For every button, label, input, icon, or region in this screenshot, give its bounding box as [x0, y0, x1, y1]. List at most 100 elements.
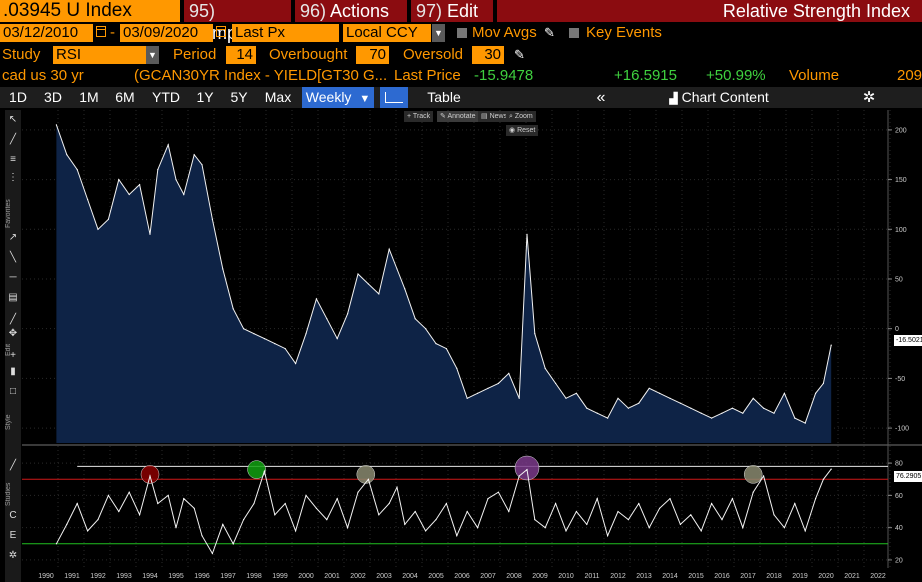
overbought-field[interactable]: 70	[356, 46, 389, 64]
rsi-data-point	[222, 523, 224, 526]
price-data-point	[274, 343, 276, 345]
settings-icon[interactable]: ✲	[8, 550, 18, 561]
fib-tool-icon[interactable]: ≡	[10, 154, 16, 165]
chart-toolbar: 1D 3D 1M 6M YTD 1Y 5Y Max Weekly ▼ Table…	[0, 87, 922, 108]
y-tick-label: 50	[895, 276, 903, 283]
price-data-point	[752, 397, 754, 399]
annotate-label: Annotate	[447, 113, 476, 120]
price-area-fill	[56, 124, 832, 444]
price-data-point	[183, 193, 185, 196]
line-tool-icon[interactable]: ╱	[9, 134, 17, 145]
reset-button[interactable]: ◉ Reset	[506, 125, 539, 136]
actions-menu[interactable]: 96) Actions ▼	[295, 0, 407, 39]
pencil-icon[interactable]: ✎	[544, 25, 555, 40]
y-tick-label: 150	[895, 177, 907, 184]
track-button[interactable]: + Track	[404, 111, 434, 122]
price-data-point	[648, 387, 650, 389]
collapse-icon[interactable]: «	[596, 89, 606, 106]
rsi-y-tick-label: 60	[895, 493, 903, 500]
rsi-data-point	[404, 523, 406, 526]
security-description: (GCAN30YR Index - YIELD[GT30 G...	[134, 67, 388, 84]
horizontal-line-icon[interactable]: ─	[9, 272, 17, 283]
ticker-input[interactable]: .03945 U Index	[0, 0, 180, 22]
mov-avgs-checkbox[interactable]	[457, 28, 467, 38]
annotate-button[interactable]: ✎ Annotate	[437, 111, 479, 122]
calendar-icon[interactable]	[96, 26, 106, 37]
rsi-data-point	[783, 527, 786, 529]
currency-select[interactable]: Local CCY	[343, 24, 431, 42]
oversold-field[interactable]: 30	[472, 46, 504, 64]
bars-tool-icon[interactable]: ▤	[8, 292, 18, 303]
edit-number: 97)	[416, 1, 443, 21]
rsi-data-point	[617, 510, 619, 513]
range-1d-button[interactable]: 1D	[9, 89, 27, 105]
calendar-icon[interactable]	[216, 26, 226, 37]
price-data-point	[669, 397, 671, 399]
rsi-data-point	[263, 470, 265, 472]
rsi-data-point	[336, 498, 338, 500]
rsi-data-point	[87, 530, 89, 532]
edit-label: Edit	[447, 1, 479, 21]
rsi-data-point	[731, 498, 734, 500]
price-data-point	[690, 407, 692, 409]
table-button[interactable]: Table	[427, 89, 461, 105]
range-ytd-button[interactable]: YTD	[152, 89, 180, 105]
x-tick-label: 2001	[324, 573, 340, 580]
dropdown-arrow-icon[interactable]: ▼	[432, 24, 445, 42]
edit-menu[interactable]: 97) Edit ▼	[411, 0, 493, 39]
cursor-icon[interactable]: ↖	[8, 114, 18, 125]
period-field[interactable]: 14	[226, 46, 256, 64]
price-field-select[interactable]: Last Px	[232, 24, 339, 42]
shape-tool-icon[interactable]: □	[9, 386, 17, 397]
price-data-point	[157, 169, 159, 171]
start-date-field[interactable]: 03/12/2010	[0, 24, 93, 42]
price-data-point	[326, 318, 328, 320]
gear-icon[interactable]: ✲	[862, 89, 876, 106]
range-3d-button[interactable]: 3D	[44, 89, 62, 105]
study-select[interactable]: RSI	[53, 46, 147, 64]
ray-tool-icon[interactable]: ╲	[9, 252, 17, 263]
range-5y-button[interactable]: 5Y	[230, 89, 248, 105]
price-data-point	[518, 397, 520, 399]
range-1y-button[interactable]: 1Y	[196, 89, 214, 105]
x-tick-label: 1992	[90, 573, 106, 580]
pencil-icon[interactable]: ✎	[514, 47, 525, 62]
rsi-data-point	[773, 514, 775, 516]
study-e-icon[interactable]: E	[9, 530, 17, 541]
range-6m-button[interactable]: 6M	[115, 89, 135, 105]
compare-number: 95)	[189, 1, 216, 21]
drawing-toolbar: ↖ ╱ ≡ ⋮ Favorites ↗ ╲ ─ ▤ ╱ Edit ✥ + ▮ □…	[5, 110, 21, 582]
price-data-point	[638, 402, 640, 404]
news-button[interactable]: ▤ News	[478, 111, 511, 122]
dropdown-arrow-icon[interactable]: ▼	[146, 46, 159, 64]
chart-content-button[interactable]: ▟ Chart Content	[654, 87, 784, 108]
move-icon[interactable]: ✥	[8, 328, 18, 339]
range-max-button[interactable]: Max	[264, 89, 292, 105]
pen-tool-icon[interactable]: ╱	[9, 314, 17, 325]
key-events-checkbox[interactable]	[569, 28, 579, 38]
line-chart-icon[interactable]	[380, 87, 408, 108]
rsi-data-point	[690, 514, 692, 516]
caret-down-icon: ▼	[359, 93, 371, 105]
end-date-field[interactable]: 03/09/2020	[120, 24, 213, 42]
trend-tool-icon[interactable]: ↗	[8, 232, 18, 243]
rsi-data-point	[357, 491, 359, 493]
rsi-data-point	[107, 494, 109, 496]
x-tick-label: 2017	[740, 573, 756, 580]
price-data-point	[487, 387, 489, 389]
range-1m-button[interactable]: 1M	[79, 89, 99, 105]
rsi-data-point	[211, 552, 213, 555]
rsi-data-point	[497, 491, 499, 493]
text-tool-icon[interactable]: +	[10, 350, 16, 361]
rsi-data-point	[466, 510, 468, 513]
study-c-icon[interactable]: C	[9, 510, 17, 521]
frequency-select[interactable]: Weekly ▼	[302, 87, 374, 108]
brush-icon[interactable]: ╱	[9, 460, 17, 471]
rsi-data-point	[742, 527, 744, 529]
y-tick-label: -50	[895, 376, 905, 383]
price-data-point	[607, 417, 609, 419]
delete-icon[interactable]: ▮	[10, 366, 16, 377]
zoom-button[interactable]: ⌕ Zoom	[506, 111, 536, 122]
channel-tool-icon[interactable]: ⋮	[8, 172, 18, 183]
